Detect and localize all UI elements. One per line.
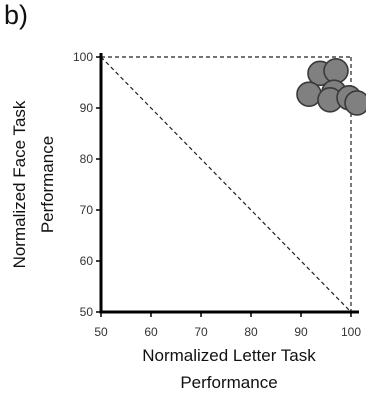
x-tick-label: 70 (194, 325, 208, 339)
y-tick-label: 100 (73, 50, 93, 64)
x-axis-title-line: Performance (180, 373, 277, 392)
x-tick-label: 60 (144, 325, 158, 339)
axis-titles: Normalized Letter Task Performance Normali… (10, 100, 316, 392)
data-points (296, 57, 366, 116)
x-ticks: 50 60 70 80 90 100 (94, 312, 361, 339)
y-tick-label: 50 (80, 305, 94, 319)
diagonal-reference-line (100, 56, 352, 313)
y-tick-label: 70 (80, 203, 94, 217)
y-tick-label: 90 (80, 101, 94, 115)
y-axis-title-line: Normalized Face Task (10, 100, 29, 268)
x-axis-title-line: Normalized Letter Task (142, 346, 316, 365)
data-point (344, 90, 366, 116)
x-tick-label: 80 (244, 325, 258, 339)
x-tick-label: 100 (341, 325, 361, 339)
axes (99, 53, 359, 314)
y-tick-label: 80 (80, 152, 94, 166)
y-tick-label: 60 (80, 254, 94, 268)
data-point (323, 57, 349, 84)
data-point (296, 81, 322, 108)
x-tick-label: 90 (294, 325, 308, 339)
y-axis-title-line: Performance (38, 136, 57, 233)
x-tick-label: 50 (94, 325, 108, 339)
panel-label: b) (4, 0, 29, 30)
y-ticks: 50 60 70 80 90 100 (73, 50, 101, 319)
